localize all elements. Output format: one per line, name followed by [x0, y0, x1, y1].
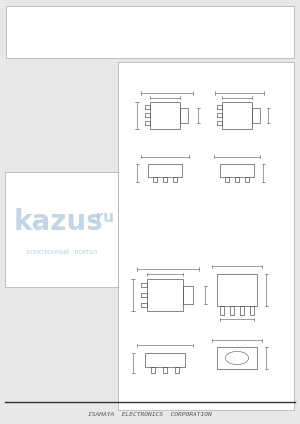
- Bar: [163, 176, 167, 182]
- Bar: [217, 121, 222, 125]
- Bar: [252, 108, 260, 123]
- Bar: [163, 367, 167, 373]
- Bar: [5, 172, 118, 287]
- Bar: [235, 176, 239, 182]
- Bar: [118, 62, 294, 410]
- Bar: [175, 367, 179, 373]
- Bar: [140, 302, 147, 307]
- Bar: [145, 353, 185, 367]
- Bar: [150, 101, 180, 128]
- Bar: [220, 164, 254, 176]
- Bar: [140, 293, 147, 297]
- Bar: [183, 286, 193, 304]
- Bar: [145, 113, 150, 117]
- Bar: [230, 306, 234, 315]
- Bar: [217, 274, 257, 306]
- Bar: [217, 347, 257, 369]
- Bar: [148, 164, 182, 176]
- Bar: [240, 306, 244, 315]
- Bar: [245, 176, 249, 182]
- Bar: [250, 306, 254, 315]
- Text: .ru: .ru: [90, 209, 114, 224]
- Text: ISAHAYA  ELECTRONICS  CORPORATION: ISAHAYA ELECTRONICS CORPORATION: [88, 412, 212, 416]
- Bar: [147, 279, 183, 311]
- Bar: [222, 101, 252, 128]
- Bar: [220, 306, 224, 315]
- Text: kazus: kazus: [13, 208, 103, 236]
- Bar: [140, 283, 147, 287]
- Bar: [145, 121, 150, 125]
- Bar: [225, 176, 229, 182]
- Text: ЭЛЕКТРОННЫЙ   ПОРТАЛ: ЭЛЕКТРОННЫЙ ПОРТАЛ: [26, 249, 98, 254]
- Bar: [217, 105, 222, 109]
- Bar: [153, 176, 157, 182]
- Bar: [6, 6, 294, 58]
- Bar: [180, 108, 188, 123]
- Bar: [145, 105, 150, 109]
- Bar: [151, 367, 155, 373]
- Bar: [173, 176, 177, 182]
- Bar: [217, 113, 222, 117]
